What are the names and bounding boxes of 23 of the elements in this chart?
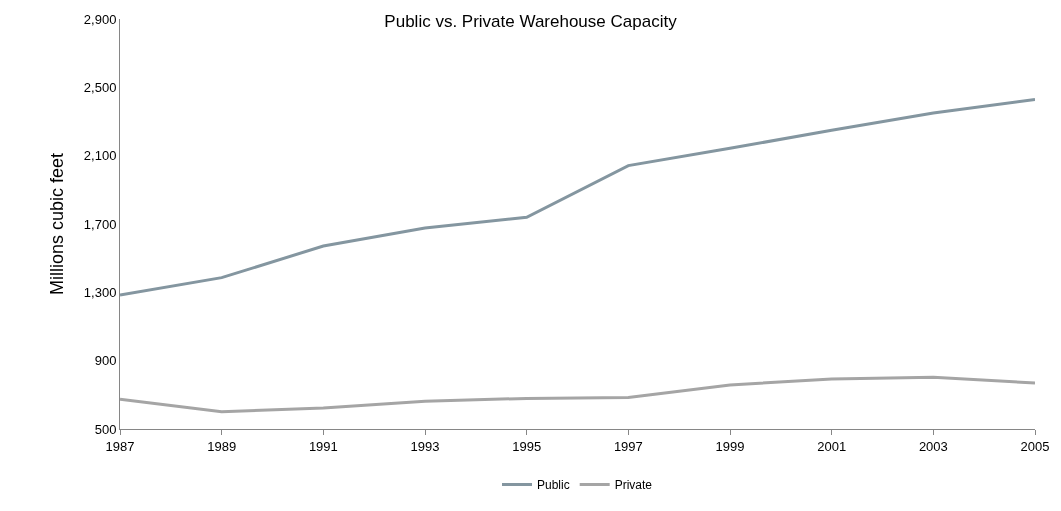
y-tick-label: 500 [94,421,117,437]
x-tick-label: 1999 [715,438,745,454]
y-tick-label: 1,700 [83,216,117,232]
y-tick-label: 2,500 [83,79,117,95]
x-tick-label: 2001 [817,438,847,454]
x-tick-label: 1995 [512,438,542,454]
x-tick-label: 2003 [918,438,948,454]
line-series [120,375,1035,414]
x-tick-label: 1997 [613,438,643,454]
x-tick-label: 2005 [1020,438,1050,454]
legend-label: Public [537,478,570,493]
x-tick-label: 1991 [308,438,338,454]
y-tick-label: 1,300 [83,284,117,300]
y-tick-label: 2,900 [83,11,117,27]
legend-label: Private [614,478,653,493]
x-tick-label: 1993 [410,438,440,454]
y-axis-title: Millions cubic feet [47,152,68,296]
y-tick-label: 900 [94,353,117,369]
line-series [120,97,1035,297]
x-tick-label: 1989 [207,438,237,454]
y-tick-label: 2,100 [83,148,117,164]
chart-title: Public vs. Private Warehouse Capacity [384,12,678,32]
x-tick-label: 1987 [105,438,135,454]
